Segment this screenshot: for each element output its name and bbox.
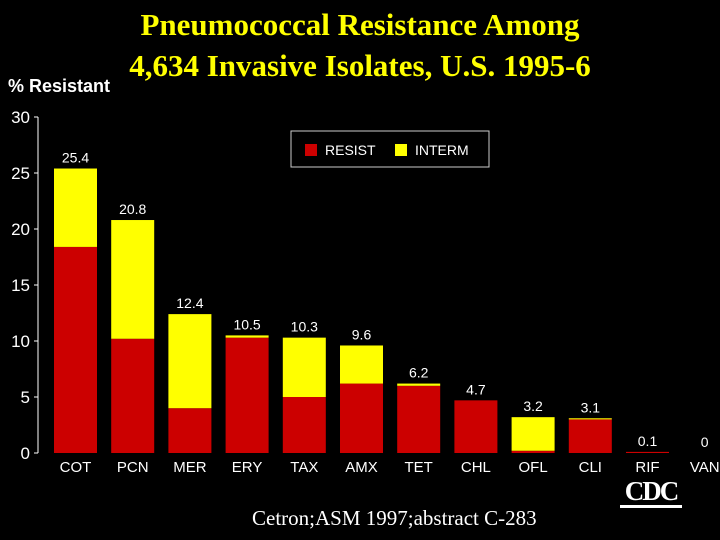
bar-total-label: 3.2 [523, 398, 543, 414]
cdc-logo-mark: CDC [624, 476, 680, 506]
bar-resist-rif [626, 451, 669, 453]
bar-resist-mer [168, 408, 212, 453]
bar-interm-cli [568, 418, 612, 420]
bar-interm-amx [340, 345, 383, 384]
bar-total-label: 0.1 [638, 433, 658, 449]
y-tick-label: 15 [11, 276, 30, 295]
bar-resist-tax [282, 397, 326, 453]
bar-interm-tet [397, 383, 441, 386]
x-tick-label: CHL [461, 459, 491, 476]
bar-total-label: 10.3 [291, 319, 318, 335]
chart-title: Pneumococcal Resistance Among 4,634 Inva… [0, 4, 720, 86]
bar-resist-pcn [111, 338, 155, 453]
bar-total-label: 0 [701, 434, 709, 450]
y-tick-label: 20 [11, 220, 30, 239]
bar-total-label: 4.7 [466, 381, 486, 397]
bar-resist-chl [454, 400, 498, 453]
x-tick-label: PCN [117, 459, 149, 476]
bar-resist-ery [225, 337, 269, 453]
x-tick-label: TET [405, 459, 433, 476]
x-tick-label: VAN [690, 459, 720, 476]
y-tick-label: 5 [21, 388, 30, 407]
bar-interm-ery [225, 335, 269, 338]
bar-total-label: 12.4 [176, 295, 203, 311]
legend-swatch-resist [305, 144, 317, 156]
y-tick-label: 30 [11, 108, 30, 127]
cdc-logo-rule [620, 505, 682, 508]
x-tick-label: MER [173, 459, 207, 476]
legend-box [290, 130, 490, 168]
bar-interm-tax [282, 337, 326, 397]
x-tick-label: OFL [519, 459, 548, 476]
x-tick-label: TAX [290, 459, 318, 476]
title-line-1: Pneumococcal Resistance Among [140, 7, 580, 42]
title-line-2: 4,634 Invasive Isolates, U.S. 1995-6 [129, 48, 591, 83]
bar-total-label: 25.4 [62, 150, 89, 166]
x-tick-label: ERY [232, 459, 263, 476]
bar-total-label: 20.8 [119, 201, 146, 217]
bar-total-label: 6.2 [409, 365, 429, 381]
bar-interm-cot [54, 168, 97, 247]
bar-interm-pcn [111, 220, 155, 339]
bar-total-label: 10.5 [233, 316, 260, 332]
bar-resist-cli [568, 419, 612, 453]
x-tick-label: RIF [635, 459, 659, 476]
x-tick-label: AMX [345, 459, 378, 476]
legend-label-interm: INTERM [415, 142, 469, 158]
y-tick-label: 10 [11, 332, 30, 351]
y-tick-label: 25 [11, 164, 30, 183]
bar-resist-ofl [511, 450, 555, 453]
bar-resist-tet [397, 385, 441, 453]
x-tick-label: CLI [579, 459, 602, 476]
bar-total-label: 9.6 [352, 326, 372, 342]
bar-total-label: 3.1 [581, 399, 601, 415]
x-tick-label: COT [60, 459, 92, 476]
bar-interm-ofl [511, 417, 555, 451]
y-tick-label: 0 [21, 444, 30, 463]
legend-swatch-interm [395, 144, 407, 156]
cdc-logo: CDC [618, 478, 684, 508]
bar-resist-cot [54, 246, 97, 453]
y-axis-label: % Resistant [8, 76, 111, 96]
bar-resist-amx [340, 383, 383, 453]
bar-interm-mer [168, 314, 212, 409]
legend-label-resist: RESIST [325, 142, 376, 158]
citation: Cetron;ASM 1997;abstract C-283 [252, 506, 537, 530]
